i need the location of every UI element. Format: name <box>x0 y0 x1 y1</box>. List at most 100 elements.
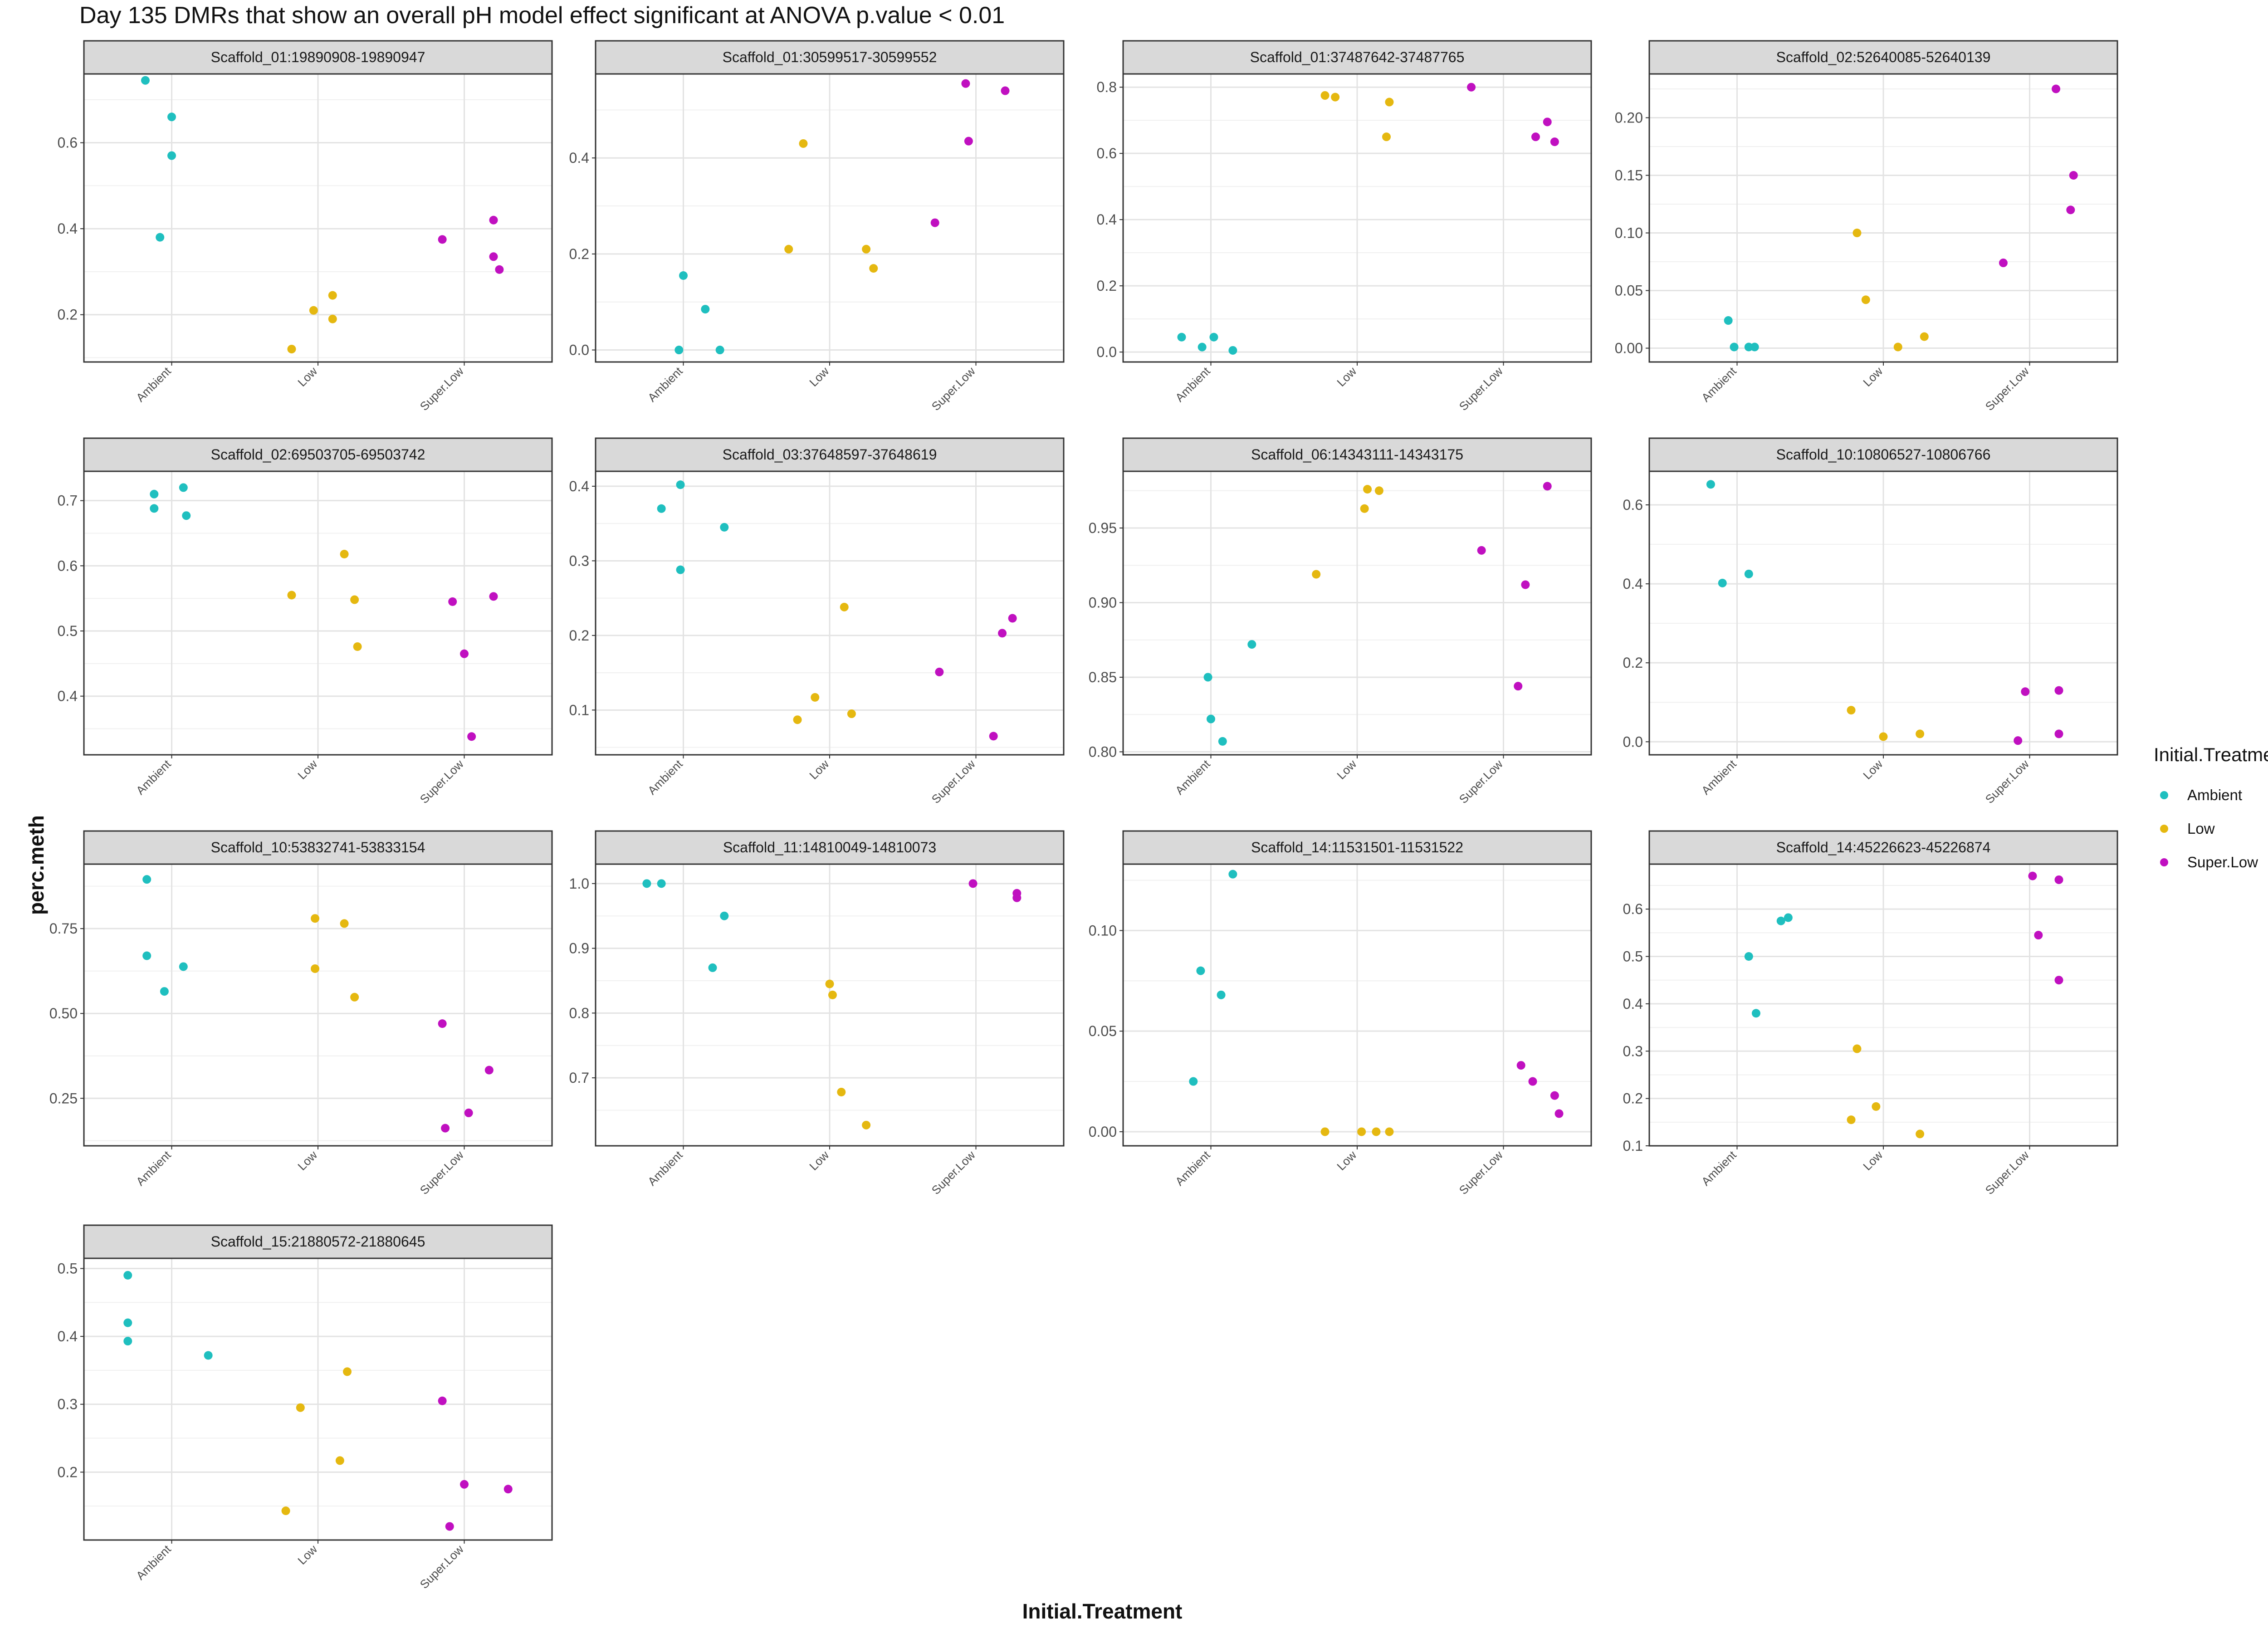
y-tick-label: 0.00 <box>1089 1124 1117 1140</box>
data-point-low <box>296 1403 305 1412</box>
data-point-ambient <box>204 1351 213 1360</box>
data-point-super-low <box>930 218 939 227</box>
data-point-ambient <box>142 951 152 960</box>
data-point-low <box>1363 484 1372 494</box>
x-tick-label: Ambient <box>1699 364 1739 404</box>
y-tick-label: 0.6 <box>58 135 78 151</box>
data-point-ambient <box>1177 332 1186 342</box>
facet-strip-label: Scaffold_10:53832741-53833154 <box>211 839 425 856</box>
y-tick-label: 0.6 <box>1623 901 1643 917</box>
data-point-ambient <box>676 480 685 489</box>
x-tick-label: Super.Low <box>1457 364 1505 413</box>
facet-strip <box>83 437 553 472</box>
data-point-super-low <box>438 235 447 244</box>
data-point-super-low <box>489 592 498 601</box>
y-tick-label: 0.4 <box>1623 996 1643 1012</box>
data-point-ambient <box>1718 578 1727 587</box>
data-point-low <box>350 595 359 604</box>
data-point-super-low <box>2054 875 2063 884</box>
x-tick-label: Super.Low <box>929 1148 978 1197</box>
x-tick-label: Ambient <box>1173 364 1213 404</box>
data-point-super-low <box>445 1522 454 1531</box>
facet-strip-label: Scaffold_03:37648597-37648619 <box>723 446 937 463</box>
y-tick-label: 0.05 <box>1615 283 1643 299</box>
y-tick-label: 0.7 <box>58 493 78 509</box>
data-point-super-low <box>968 879 978 888</box>
facet-panel-9: 0.25 0.50 0.75 Ambient Low Super.Low Scaffold_… <box>49 830 553 1197</box>
data-point-low <box>1374 486 1383 495</box>
data-point-ambient <box>1706 480 1715 489</box>
facet-panel-6: 0.1 0.2 0.3 0.4 Ambient Low Super.Low Scaffold_… <box>569 437 1065 806</box>
facet-strip-label: Scaffold_14:11531501-11531522 <box>1251 839 1463 856</box>
data-point-super-low <box>1514 682 1523 691</box>
facet-strip <box>1122 437 1592 472</box>
data-point-low <box>847 709 856 719</box>
y-tick-label: 0.3 <box>58 1396 78 1413</box>
x-tick-label: Low <box>295 1148 320 1173</box>
data-point-ambient <box>1203 673 1212 682</box>
x-tick-label: Ambient <box>1699 757 1739 797</box>
x-tick-label: Super.Low <box>1983 364 2032 413</box>
x-tick-label: Ambient <box>645 757 685 797</box>
data-point-super-low <box>489 215 498 225</box>
data-point-low <box>1847 706 1856 715</box>
data-point-low <box>343 1367 352 1376</box>
data-point-low <box>799 139 808 148</box>
y-tick-label: 0.1 <box>569 702 589 718</box>
data-point-ambient <box>675 346 684 355</box>
x-tick-label: Super.Low <box>417 1542 466 1591</box>
facet-strip <box>1648 437 2118 472</box>
data-point-super-low <box>961 79 970 88</box>
data-point-ambient <box>142 875 152 884</box>
data-point-ambient <box>156 233 165 242</box>
facet-panel-10: 0.7 0.8 0.9 1.0 Ambient Low Super.Low Scaffold_… <box>569 830 1065 1197</box>
data-point-super-low <box>2054 976 2063 985</box>
legend-label-low: Low <box>2187 820 2215 837</box>
data-point-super-low <box>503 1485 513 1494</box>
data-point-low <box>784 244 793 254</box>
y-tick-label: 0.2 <box>1097 278 1117 294</box>
data-point-super-low <box>1001 86 1010 95</box>
data-point-super-low <box>2052 84 2061 93</box>
x-tick-label: Low <box>295 364 320 389</box>
y-tick-label: 0.95 <box>1089 520 1117 536</box>
x-axis-label: Initial.Treatment <box>1022 1599 1183 1623</box>
data-point-super-low <box>1008 614 1017 623</box>
y-tick-label: 0.80 <box>1089 743 1117 760</box>
y-tick-label: 0.90 <box>1089 594 1117 611</box>
data-point-super-low <box>2054 686 2063 695</box>
data-point-low <box>1916 1129 1925 1139</box>
data-point-low <box>811 693 820 702</box>
data-point-low <box>825 979 834 988</box>
data-point-ambient <box>720 911 729 920</box>
data-point-super-low <box>460 649 469 658</box>
data-point-low <box>335 1456 344 1465</box>
data-point-low <box>869 264 878 273</box>
facet-strip-label: Scaffold_11:14810049-14810073 <box>723 839 936 856</box>
data-point-low <box>1320 1127 1330 1136</box>
data-point-ambient <box>167 112 176 122</box>
data-point-low <box>1372 1127 1381 1136</box>
x-tick-label: Low <box>807 1148 831 1173</box>
y-tick-label: 0.4 <box>569 478 589 494</box>
x-tick-label: Super.Low <box>1457 757 1505 806</box>
data-point-super-low <box>1554 1109 1564 1118</box>
data-point-super-low <box>1543 482 1552 491</box>
legend: Initial.Treatment Ambient Low Super.Low <box>2154 744 2268 879</box>
y-tick-label: 0.0 <box>1097 344 1117 360</box>
data-point-super-low <box>467 732 476 741</box>
legend-title: Initial.Treatment <box>2154 744 2268 765</box>
data-point-low <box>287 345 296 354</box>
data-point-super-low <box>489 252 498 261</box>
data-point-low <box>350 993 359 1002</box>
data-point-low <box>1879 732 1888 741</box>
data-point-ambient <box>708 963 717 972</box>
x-tick-label: Low <box>807 364 831 389</box>
y-tick-label: 0.5 <box>58 1260 78 1276</box>
data-point-ambient <box>1744 952 1753 961</box>
data-point-ambient <box>657 504 666 513</box>
x-tick-label: Super.Low <box>929 364 978 413</box>
data-point-low <box>340 549 349 558</box>
data-point-low <box>1382 132 1391 142</box>
facet-strip <box>83 1224 553 1259</box>
